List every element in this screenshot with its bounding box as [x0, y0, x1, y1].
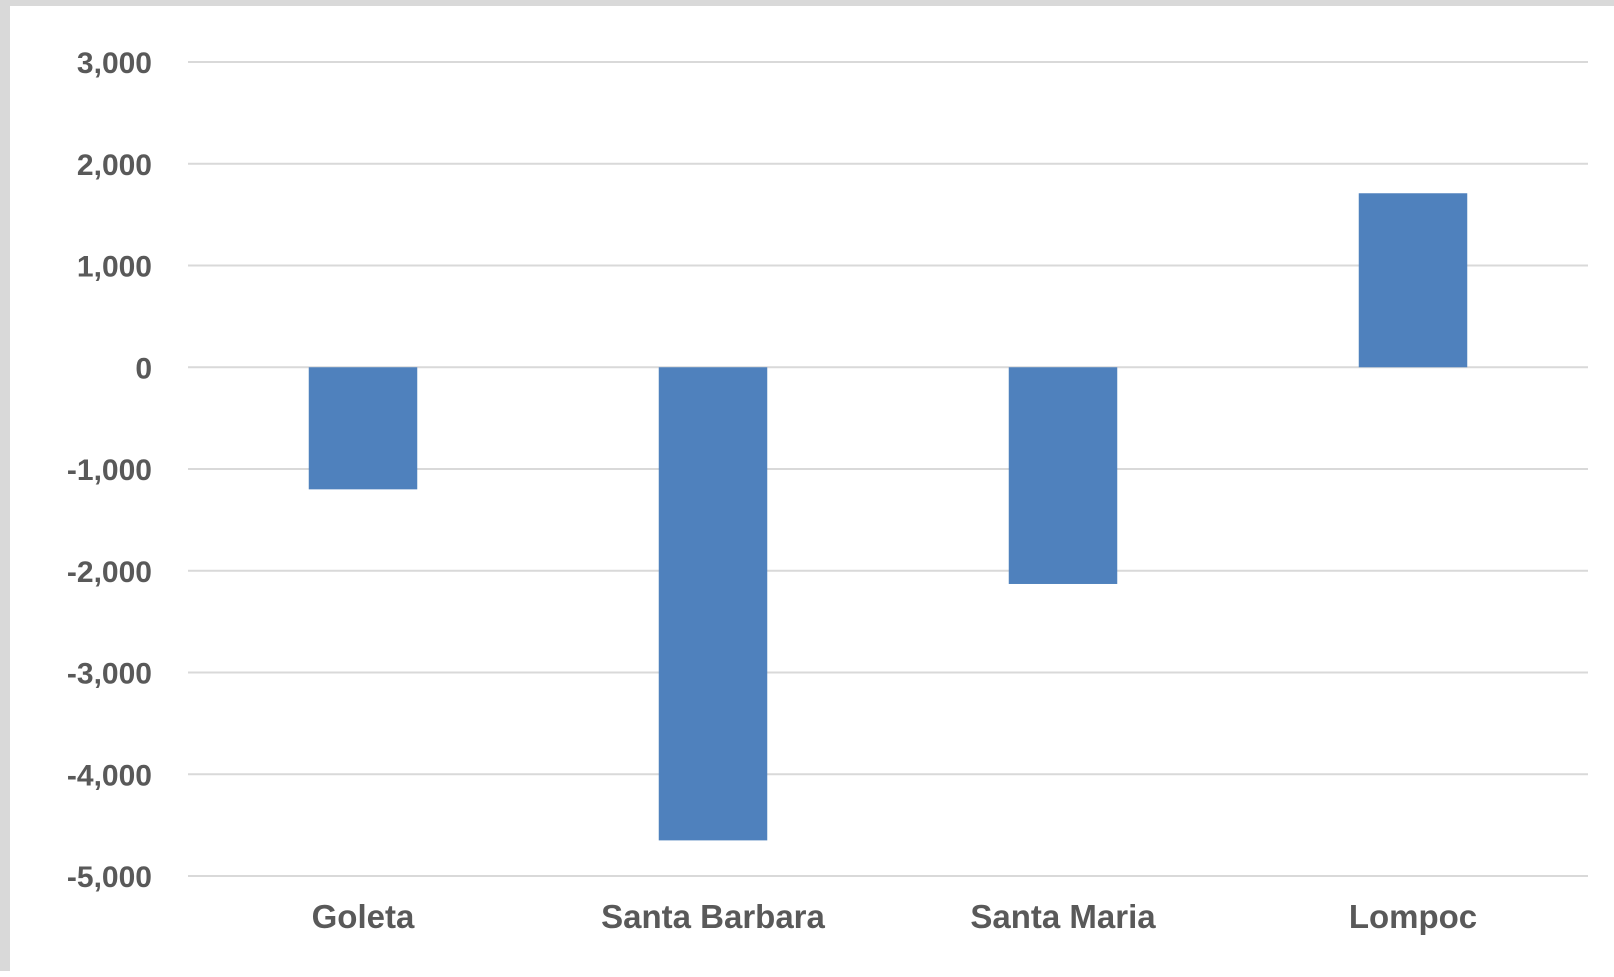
x-category-label: Santa Maria: [970, 898, 1156, 935]
y-tick-label: -1,000: [67, 454, 152, 487]
y-tick-label: 1,000: [77, 251, 152, 284]
bars: [308, 193, 1468, 841]
y-tick-label: -5,000: [67, 861, 152, 894]
y-tick-label: 2,000: [77, 149, 152, 182]
bar-chart: 3,000 2,000 1,000 0 -1,000 -2,000 -3,000 -4,000…: [67, 47, 1588, 935]
bar-santa-maria[interactable]: [1008, 367, 1118, 584]
y-tick-label: 3,000: [77, 47, 152, 80]
y-tick-label: 0: [135, 352, 152, 385]
x-category-label: Lompoc: [1349, 898, 1477, 935]
bar-santa-barbara[interactable]: [658, 367, 768, 841]
bar-lompoc[interactable]: [1358, 193, 1468, 368]
bar-goleta[interactable]: [308, 367, 418, 490]
y-tick-label: -4,000: [67, 759, 152, 792]
x-axis-category-labels: Goleta Santa Barbara Santa Maria Lompoc: [312, 898, 1478, 935]
y-axis-tick-labels: 3,000 2,000 1,000 0 -1,000 -2,000 -3,000 -4,000…: [67, 47, 152, 894]
x-category-label: Santa Barbara: [601, 898, 825, 935]
gridlines: [188, 61, 1588, 877]
y-tick-label: -2,000: [67, 556, 152, 589]
x-category-label: Goleta: [312, 898, 415, 935]
y-tick-label: -3,000: [67, 658, 152, 691]
